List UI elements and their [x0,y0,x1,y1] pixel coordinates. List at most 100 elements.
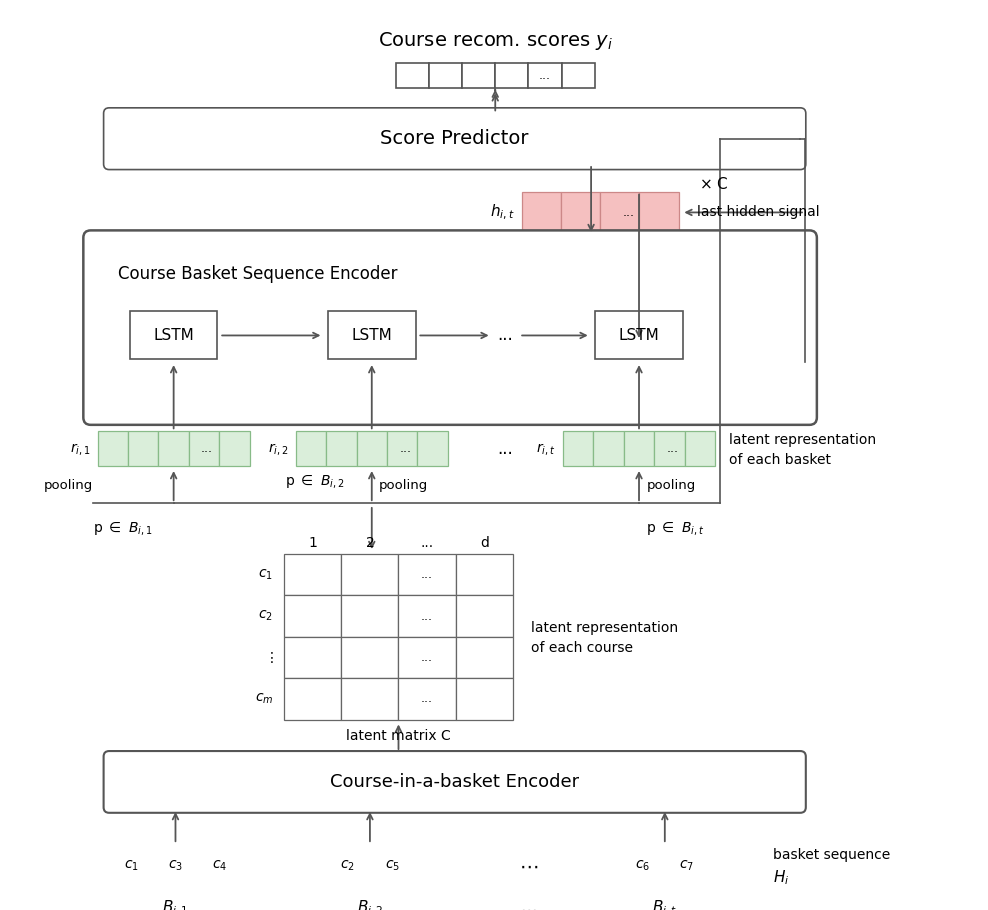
Text: $H_i$: $H_i$ [773,868,789,886]
Text: 2: 2 [366,536,374,550]
Text: p $\in$ $B_{i,1}$: p $\in$ $B_{i,1}$ [93,520,152,537]
Bar [98,431,128,466]
Bar [398,637,455,678]
Bar [285,637,342,678]
Text: ...: ... [421,693,433,705]
Text: LSTM: LSTM [618,328,659,343]
Text: LSTM: LSTM [153,328,194,343]
Bar [455,637,513,678]
Text: last hidden signal: last hidden signal [698,206,820,219]
Bar [285,554,342,595]
Bar [561,192,601,233]
Bar [429,63,462,88]
Text: latent representation: latent representation [729,432,876,447]
Text: 1: 1 [308,536,317,550]
Bar [370,844,414,888]
Text: $c_2$: $c_2$ [258,609,273,623]
Bar [326,431,357,466]
Bar [665,844,709,888]
Text: $c_2$: $c_2$ [341,859,356,874]
Text: ...: ... [622,206,634,219]
Text: ...: ... [421,610,433,622]
Bar [219,431,250,466]
Text: $r_{i,1}$: $r_{i,1}$ [69,440,90,457]
Text: $\cdots$: $\cdots$ [519,856,538,875]
Bar [417,431,448,466]
Bar [396,63,429,88]
Text: $B_{i,1}$: $B_{i,1}$ [162,899,189,910]
Bar [342,554,398,595]
Text: $r_{i,2}$: $r_{i,2}$ [268,440,288,457]
Bar [529,63,561,88]
Text: ...: ... [667,442,679,455]
Bar [326,844,370,888]
Bar [563,431,594,466]
Bar [398,678,455,720]
Text: pooling: pooling [379,479,429,492]
Bar [561,63,595,88]
Bar [153,844,198,888]
Text: $r_{i,t}$: $r_{i,t}$ [536,440,555,457]
Text: latent representation: latent representation [532,621,679,634]
Bar [398,554,455,595]
Bar [387,431,417,466]
Bar [128,431,158,466]
Text: ...: ... [399,442,411,455]
Text: $c_4$: $c_4$ [212,859,227,874]
Text: ...: ... [539,69,551,82]
Text: Course Basket Sequence Encoder: Course Basket Sequence Encoder [119,266,398,283]
Bar [285,678,342,720]
Text: $c_1$: $c_1$ [124,859,138,874]
Bar [109,844,153,888]
Bar [398,595,455,637]
Bar [342,637,398,678]
Text: $\times$ C: $\times$ C [699,177,728,192]
FancyBboxPatch shape [104,751,806,813]
Text: pooling: pooling [646,479,696,492]
Bar [639,192,679,233]
Bar [462,63,495,88]
Text: $c_1$: $c_1$ [258,567,273,581]
Text: $\cdots$: $\cdots$ [520,900,536,910]
Text: d: d [480,536,489,550]
Bar [685,431,715,466]
Text: Course recom. scores $y_i$: Course recom. scores $y_i$ [377,30,613,53]
Bar [328,311,416,359]
FancyBboxPatch shape [104,107,806,169]
Text: $c_3$: $c_3$ [168,859,183,874]
Text: $\vdots$: $\vdots$ [264,650,273,665]
Bar [601,192,639,233]
Text: ...: ... [421,651,433,664]
Bar [198,844,242,888]
Bar [620,844,665,888]
Bar [595,311,683,359]
Text: of each basket: of each basket [729,453,831,467]
Bar [342,595,398,637]
Bar [455,554,513,595]
Text: Course-in-a-basket Encoder: Course-in-a-basket Encoder [330,773,579,791]
Text: ...: ... [202,442,213,455]
Bar [158,431,189,466]
Text: pooling: pooling [43,479,93,492]
Bar [342,678,398,720]
Text: basket sequence: basket sequence [773,848,890,862]
Text: latent matrix C: latent matrix C [346,729,451,743]
Bar [522,192,561,233]
Bar [654,431,685,466]
Text: of each course: of each course [532,641,633,655]
Text: ...: ... [498,440,513,458]
Bar [495,63,529,88]
Bar [455,678,513,720]
Text: $c_7$: $c_7$ [680,859,695,874]
Text: p $\in$ $B_{i,t}$: p $\in$ $B_{i,t}$ [646,520,704,537]
Text: $c_5$: $c_5$ [384,859,399,874]
Text: $c_6$: $c_6$ [635,859,650,874]
Bar [129,311,217,359]
Text: p $\in$ $B_{i,2}$: p $\in$ $B_{i,2}$ [285,473,344,490]
Text: Score Predictor: Score Predictor [380,129,529,148]
Bar [623,431,654,466]
Bar [189,431,219,466]
Bar [295,431,326,466]
Text: ...: ... [421,536,434,550]
Bar [594,431,623,466]
